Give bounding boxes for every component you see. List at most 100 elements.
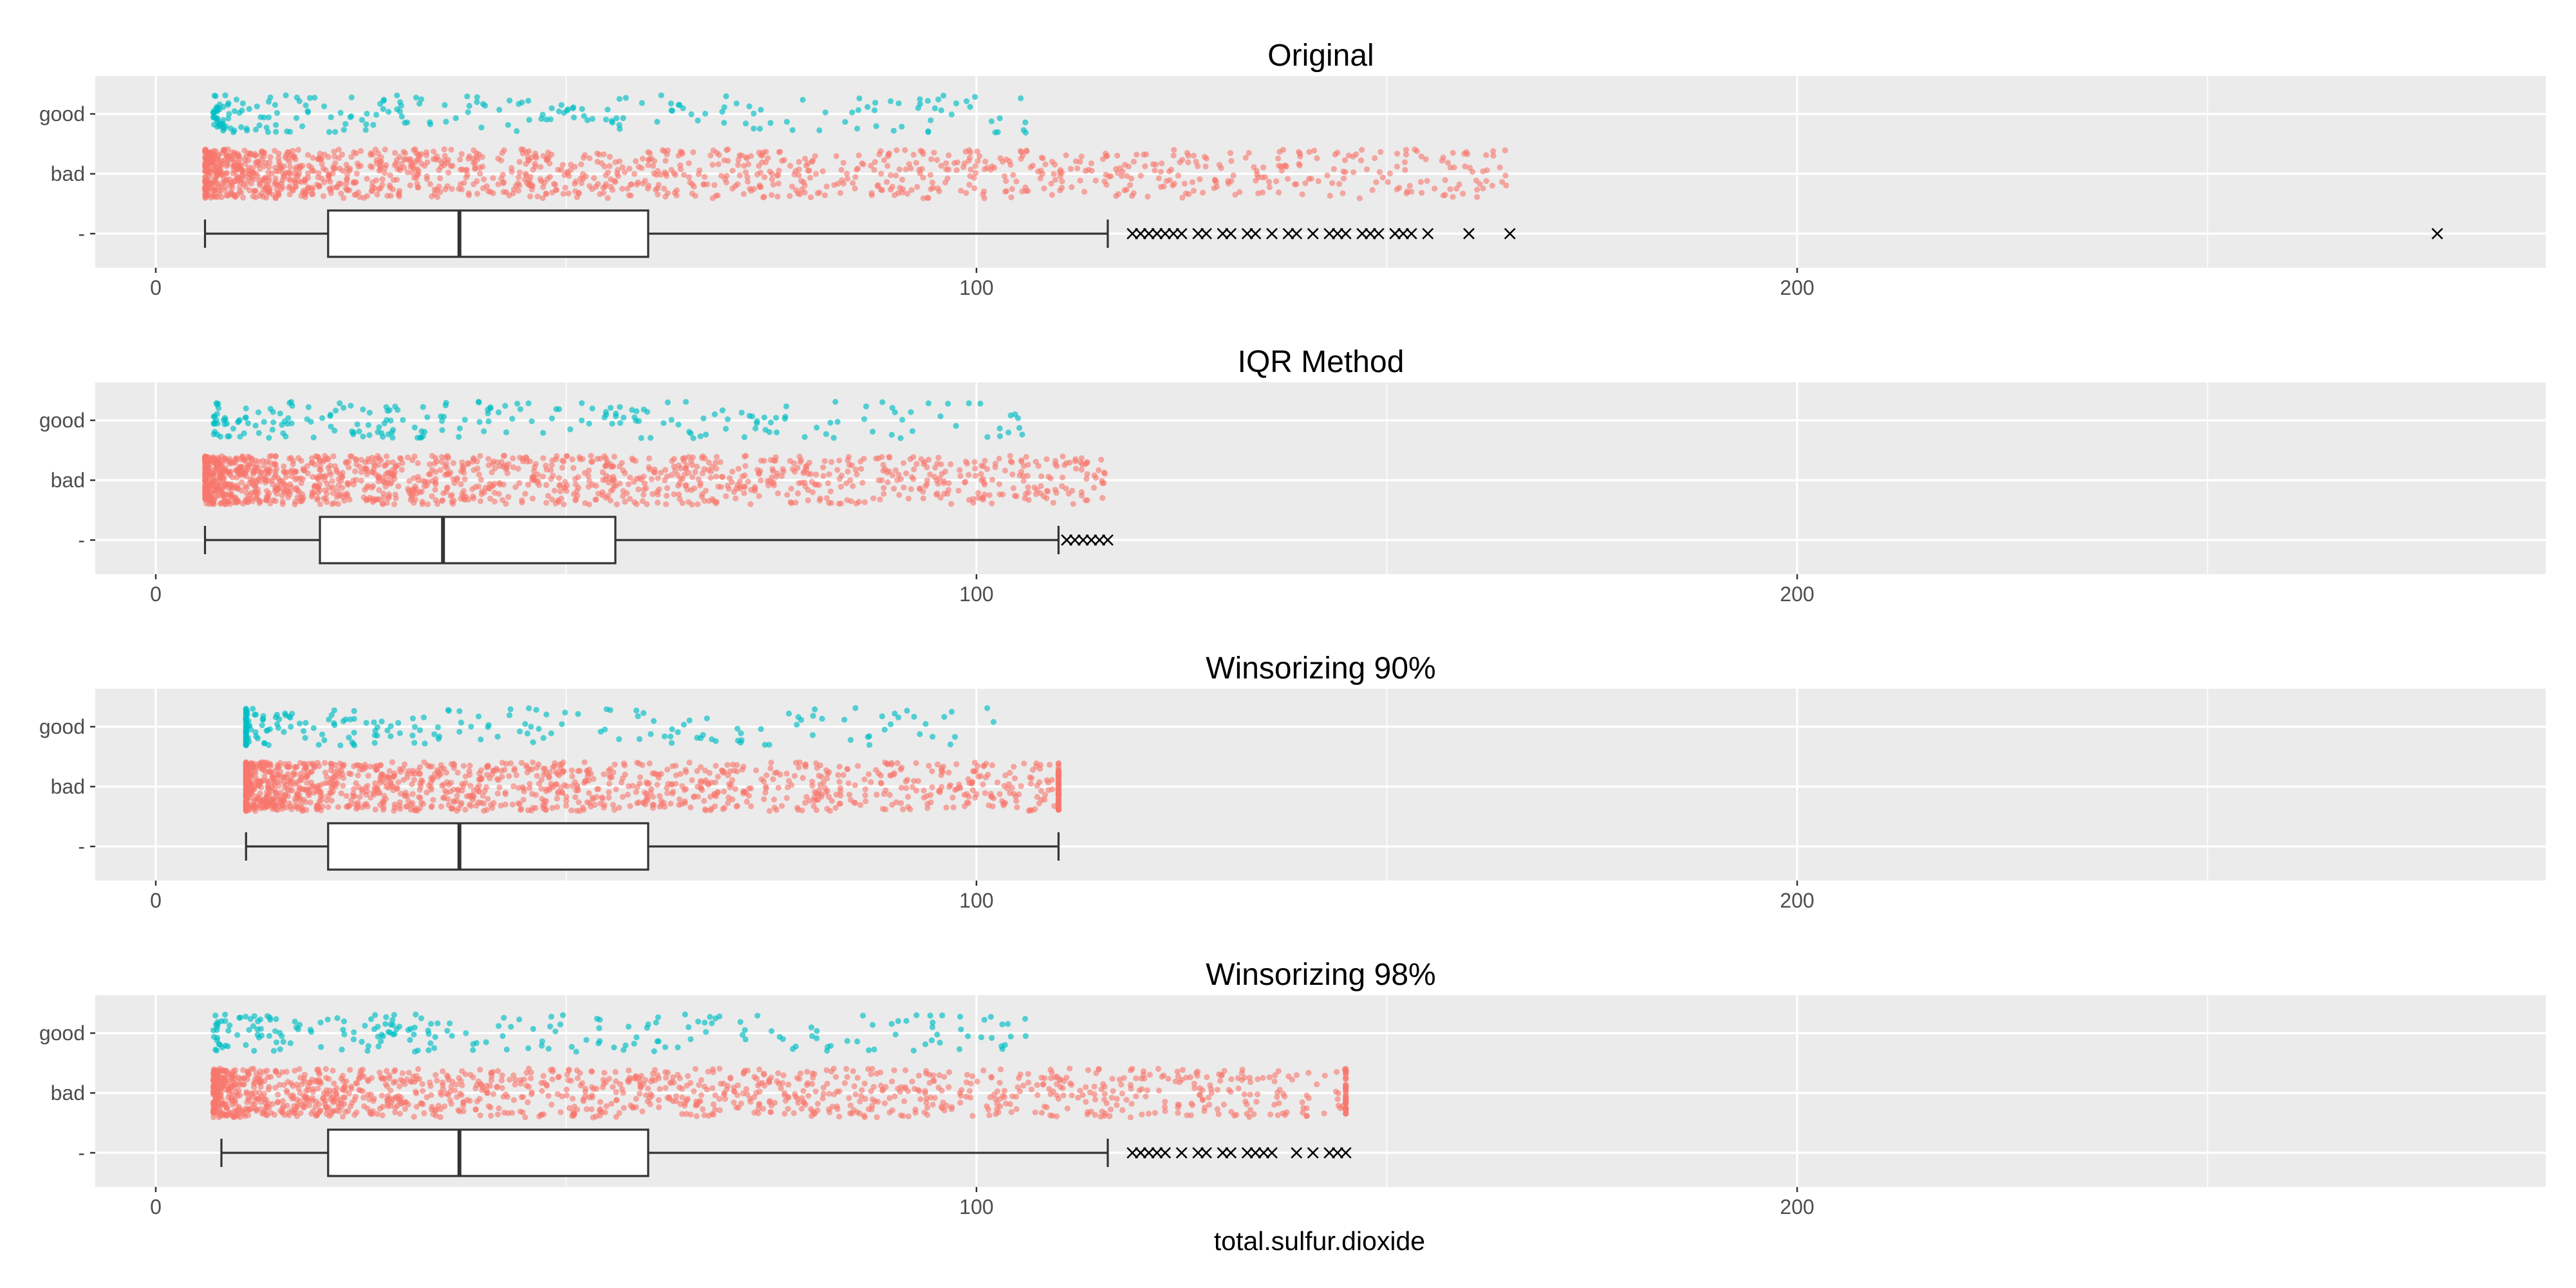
jitter-point-good	[617, 404, 623, 410]
jitter-point-good	[234, 1032, 241, 1038]
jitter-point-bad	[637, 774, 644, 781]
jitter-point-bad	[467, 762, 473, 769]
jitter-point-bad	[633, 158, 639, 165]
jitter-point-good	[636, 736, 643, 742]
jitter-point-bad	[823, 183, 830, 190]
jitter-point-bad	[285, 778, 292, 785]
jitter-point-good	[602, 117, 610, 123]
jitter-point-bad	[1497, 164, 1503, 171]
jitter-point-bad	[303, 807, 310, 813]
jitter-point-bad	[218, 453, 225, 460]
jitter-point-bad	[1402, 167, 1408, 173]
jitter-point-bad	[1228, 178, 1235, 184]
jitter-point-bad	[344, 171, 351, 178]
jitter-point-good	[225, 102, 231, 108]
jitter-point-bad	[1061, 462, 1068, 469]
jitter-point-bad	[234, 482, 241, 489]
jitter-point-good	[272, 102, 279, 108]
jitter-point-bad	[821, 785, 828, 791]
jitter-point-bad	[783, 770, 790, 777]
jitter-point-good	[267, 406, 274, 412]
jitter-point-bad	[1182, 190, 1190, 197]
jitter-point-bad	[1022, 184, 1029, 191]
jitter-point-bad	[929, 768, 935, 774]
jitter-point-good	[456, 434, 462, 440]
jitter-point-bad	[227, 189, 234, 195]
jitter-point-bad	[249, 787, 256, 793]
jitter-point-bad	[1084, 497, 1090, 503]
jitter-point-bad	[1432, 185, 1438, 192]
jitter-point-bad	[256, 499, 263, 507]
jitter-point-bad	[779, 803, 785, 809]
jitter-point-good	[668, 107, 675, 114]
jitter-point-bad	[664, 790, 671, 796]
jitter-point-bad	[797, 459, 803, 465]
jitter-point-bad	[1124, 173, 1130, 179]
jitter-point-bad	[237, 456, 243, 463]
jitter-point-bad	[877, 148, 884, 154]
jitter-point-good	[362, 127, 369, 133]
jitter-point-bad	[905, 496, 912, 502]
jitter-point-good	[439, 418, 445, 424]
jitter-point-bad	[610, 801, 617, 808]
jitter-point-good	[913, 1012, 920, 1018]
jitter-point-bad	[401, 164, 407, 171]
outlier-marker	[1175, 228, 1188, 239]
jitter-point-bad	[471, 147, 477, 154]
jitter-point-bad	[409, 799, 416, 807]
jitter-point-good	[781, 415, 788, 422]
jitter-point-good	[272, 122, 279, 128]
jitter-point-bad	[252, 159, 259, 166]
jitter-point-good	[687, 430, 694, 436]
jitter-point-good	[746, 103, 752, 109]
jitter-point-bad	[651, 158, 658, 164]
jitter-point-bad	[868, 779, 874, 785]
jitter-point-bad	[707, 152, 714, 159]
jitter-point-good	[243, 414, 249, 421]
jitter-point-bad	[522, 490, 528, 497]
jitter-point-good	[810, 713, 816, 719]
jitter-point-bad	[519, 150, 526, 157]
jitter-point-bad	[540, 184, 546, 191]
jitter-point-bad	[559, 162, 566, 168]
jitter-point-bad	[1055, 778, 1062, 785]
jitter-point-bad	[240, 194, 247, 201]
jitter-point-bad	[211, 178, 218, 184]
jitter-point-bad	[627, 474, 633, 481]
jitter-point-bad	[572, 163, 578, 170]
jitter-point-bad	[445, 454, 451, 462]
jitter-point-bad	[429, 803, 435, 809]
jitter-point-bad	[877, 496, 883, 503]
jitter-point-bad	[971, 459, 978, 465]
jitter-point-bad	[889, 472, 896, 478]
jitter-point-bad	[692, 469, 698, 475]
jitter-point-good	[442, 102, 448, 108]
jitter-point-bad	[572, 497, 579, 503]
jitter-point-good	[700, 415, 707, 422]
jitter-point-bad	[1480, 185, 1486, 192]
jitter-point-bad	[368, 163, 374, 169]
jitter-point-bad	[601, 163, 608, 170]
jitter-point-bad	[404, 169, 411, 176]
jitter-point-good	[579, 417, 585, 424]
jitter-point-bad	[256, 783, 262, 789]
jitter-point-bad	[711, 182, 718, 189]
jitter-point-bad	[677, 166, 684, 173]
jitter-point-bad	[1104, 153, 1110, 159]
jitter-point-bad	[226, 485, 232, 492]
jitter-point-bad	[549, 805, 555, 811]
jitter-point-bad	[1444, 159, 1451, 166]
jitter-point-bad	[1440, 154, 1446, 161]
jitter-point-bad	[962, 479, 968, 486]
jitter-point-good	[517, 406, 524, 413]
jitter-point-good	[342, 716, 349, 723]
jitter-point-bad	[586, 501, 592, 508]
jitter-point-good	[895, 100, 902, 107]
jitter-point-bad	[243, 793, 249, 799]
jitter-point-bad	[323, 798, 330, 804]
jitter-point-bad	[966, 472, 972, 478]
jitter-point-bad	[789, 782, 795, 789]
jitter-point-bad	[536, 761, 542, 768]
jitter-point-bad	[1137, 173, 1144, 179]
jitter-point-bad	[697, 779, 704, 786]
